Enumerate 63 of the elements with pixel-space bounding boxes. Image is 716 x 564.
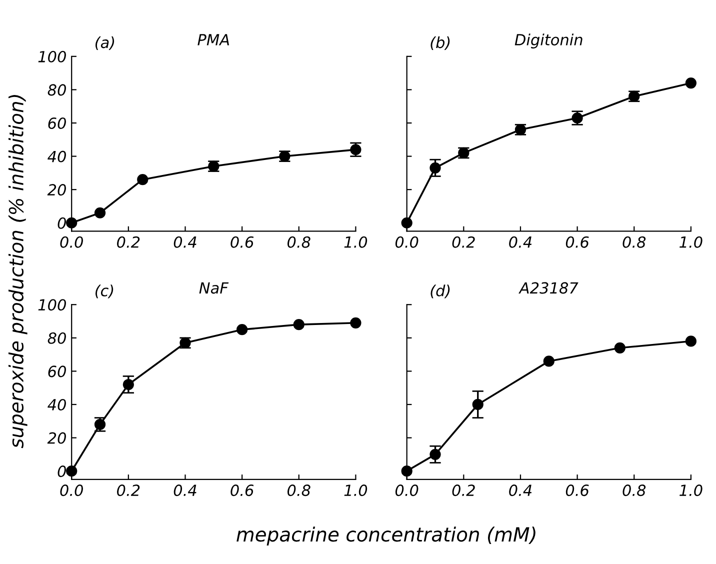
y-tick-label: 60 [48, 366, 66, 378]
y-tick-label: 60 [48, 117, 66, 130]
point [685, 336, 696, 347]
text: (d) [430, 284, 450, 298]
x-tick-label: 0.2 [452, 236, 475, 248]
text: (c) [96, 284, 114, 298]
y-axis-title: superoxide production (% inhibition) [8, 95, 28, 448]
x-tick-label: 0.8 [622, 236, 646, 248]
point [401, 217, 412, 228]
y-tick-label: 100 [38, 50, 66, 62]
y-tick-label: 80 [48, 84, 66, 96]
x-tick-label: 0.0 [60, 484, 83, 496]
y-tick-label: 20 [47, 432, 66, 444]
x-tick-label: 0.0 [395, 484, 418, 496]
y-tick-label: 0 [58, 217, 66, 229]
y-tick-label: 40 [48, 150, 66, 162]
y-tick-label: 0 [58, 466, 66, 478]
y-tick-label: 80 [48, 332, 66, 344]
x-tick-label: 0.2 [117, 484, 140, 496]
chart-title: PMA [198, 34, 230, 46]
x-tick-label: 0.2 [117, 236, 140, 248]
x-axis-title: mepacrine concentration (mM) [236, 526, 536, 546]
point [685, 77, 696, 89]
point [66, 217, 78, 228]
point [543, 356, 554, 367]
x-tick-label: 0.6 [230, 484, 254, 496]
x-tick-label: 0.4 [174, 484, 196, 496]
x-tick-label: 0.6 [566, 236, 589, 248]
y-tick-label: 20 [47, 184, 66, 196]
x-tick-label: 0.4 [509, 484, 532, 496]
point [401, 466, 412, 477]
chart-title: A23187 [518, 282, 578, 294]
point [614, 342, 626, 354]
point [430, 162, 441, 174]
x-tick-label: 0.2 [452, 484, 475, 496]
point [350, 317, 362, 328]
point [293, 319, 304, 330]
chart-title: Digitonin [514, 34, 582, 48]
x-tick-label: 0.6 [566, 484, 589, 496]
x-tick-label: 0.8 [287, 484, 310, 496]
point [122, 378, 134, 390]
y-tick-label: 100 [38, 299, 66, 311]
x-tick-label: 0.0 [395, 236, 418, 248]
x-tick-label: 0.4 [174, 236, 196, 248]
point [472, 398, 484, 410]
text: (a) [96, 36, 114, 50]
x-tick-label: 0.6 [230, 236, 254, 248]
point [236, 324, 248, 336]
x-tick-label: 0.8 [622, 484, 646, 496]
chart-title: NaF [199, 282, 229, 294]
x-tick-label: 0.4 [509, 236, 532, 248]
y-tick-label: 40 [48, 398, 66, 411]
point [137, 174, 148, 186]
x-tick-label: 1.0 [344, 484, 368, 496]
point [430, 448, 441, 460]
x-tick-label: 1.0 [680, 236, 702, 248]
x-tick-label: 1.0 [344, 236, 368, 248]
point [94, 207, 106, 218]
x-tick-label: 0.0 [60, 236, 83, 248]
point [66, 466, 78, 477]
text: (b) [430, 36, 450, 50]
x-tick-label: 0.8 [287, 236, 310, 248]
x-tick-label: 1.0 [680, 484, 702, 496]
